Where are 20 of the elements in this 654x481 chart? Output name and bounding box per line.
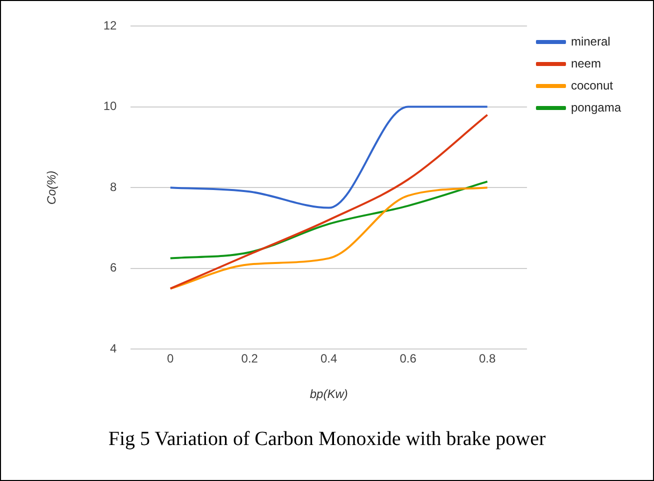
x-tick-label: 0.6 <box>400 352 417 366</box>
legend-label: mineral <box>570 34 610 48</box>
text: Fig 5 Variation of Carbon Monoxide with brake power <box>107 428 547 451</box>
x-tick-label: 0.8 <box>478 352 496 366</box>
x-tick-label: 0.4 <box>320 352 338 366</box>
y-tick-label: 12 <box>103 18 118 32</box>
line-series <box>169 114 488 290</box>
y-tick-label: 10 <box>103 99 118 114</box>
y-tick-label: 6 <box>110 260 118 275</box>
legend-label: pongama <box>570 100 622 114</box>
line-series <box>169 106 488 209</box>
y-tick-label: 8 <box>110 180 118 194</box>
x-axis-title: bp(Kw) <box>310 387 348 402</box>
y-axis-title: Co(%) <box>44 170 59 205</box>
legend-label: coconut <box>570 78 614 92</box>
x-tick-label: 0 <box>167 352 174 366</box>
line-series <box>169 180 488 260</box>
y-tick-label: 4 <box>110 342 118 356</box>
legend-label: neem <box>570 56 601 70</box>
x-tick-label: 0.2 <box>241 352 258 366</box>
